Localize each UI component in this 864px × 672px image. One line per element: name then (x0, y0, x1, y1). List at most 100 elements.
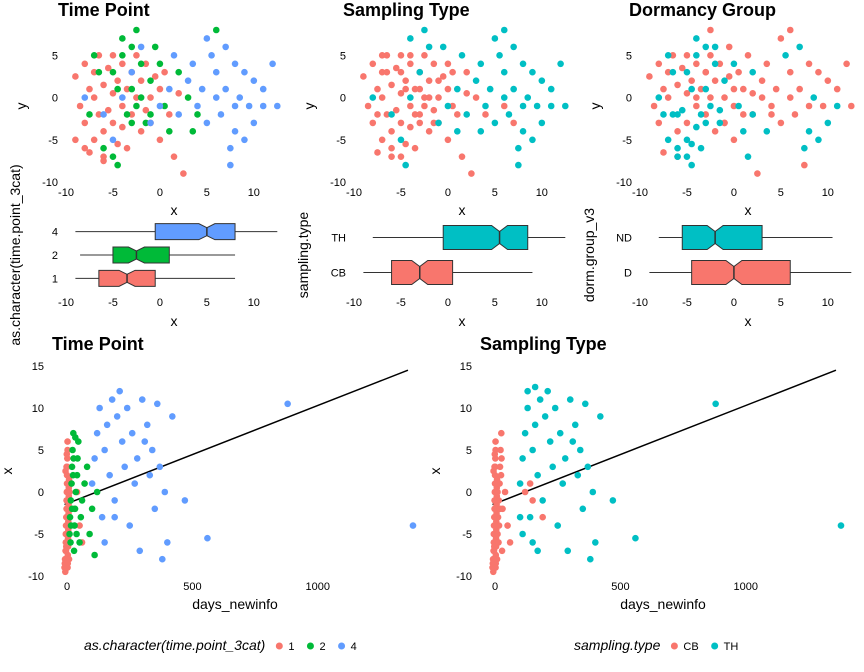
data-point (758, 77, 766, 84)
data-point (430, 60, 438, 68)
data-point (128, 68, 136, 76)
y-tick-label: 10 (32, 403, 44, 415)
box_dorm-panel: D ND -10 -5 0 5 10 x dorm.group_v3 (581, 208, 852, 329)
box-body (691, 260, 791, 285)
x-tick-label: -10 (632, 187, 648, 199)
data-point (113, 413, 121, 420)
data-point (538, 77, 546, 84)
data-point (492, 564, 499, 571)
y-axis-label: x (427, 468, 443, 475)
data-point (579, 505, 587, 513)
data-point (147, 94, 154, 101)
data-point (421, 102, 428, 110)
data-point (730, 102, 738, 110)
data-point (76, 539, 83, 546)
data-point (70, 455, 77, 462)
data-point (592, 539, 599, 546)
data-point (63, 450, 71, 458)
data-point (383, 68, 391, 76)
data-point (169, 413, 176, 420)
box-category-label: CB (331, 268, 346, 280)
data-point (458, 52, 466, 59)
x-tick-label: 0 (64, 581, 70, 593)
data-point (494, 530, 501, 538)
data-point (425, 43, 433, 51)
data-point (166, 111, 173, 118)
data-point (374, 149, 381, 156)
y-axis-label: y (587, 103, 603, 110)
data-point (96, 404, 103, 412)
data-point (482, 102, 489, 110)
data-point (369, 60, 377, 68)
data-point (496, 480, 503, 487)
y-tick-label: 15 (460, 361, 472, 373)
data-point (194, 111, 201, 118)
chart-title: Sampling Type (343, 0, 470, 20)
data-point (95, 68, 103, 76)
data-point (693, 123, 700, 131)
data-point (632, 534, 639, 542)
box-body (112, 246, 170, 264)
data-point (119, 102, 126, 110)
data-point (378, 136, 386, 144)
data-point (402, 140, 409, 148)
x-tick-label: -10 (346, 187, 362, 199)
data-point (740, 85, 747, 93)
data-point (721, 77, 728, 84)
data-point (664, 136, 672, 144)
x-tick-label: 5 (778, 297, 784, 309)
y-tick-label: 5 (626, 50, 632, 62)
data-point (458, 153, 466, 160)
data-point (136, 547, 144, 555)
y-tick-label: 10 (460, 403, 472, 415)
data-point (369, 119, 377, 127)
data-point (66, 513, 74, 521)
data-point (250, 77, 258, 84)
data-point (164, 539, 171, 546)
legend-title: as.character(time.point_3cat) (84, 637, 265, 653)
legend-label: 1 (288, 641, 294, 653)
data-point (407, 102, 414, 110)
data-point (86, 85, 93, 93)
data-point (416, 68, 424, 76)
data-point (374, 111, 381, 118)
y-tick-label: -10 (28, 571, 44, 583)
data-point (388, 153, 395, 160)
data-point (119, 52, 126, 59)
data-point (697, 111, 705, 118)
data-point (716, 60, 724, 68)
data-point (241, 136, 248, 144)
x-tick-label: 5 (492, 297, 498, 309)
data-point (472, 94, 480, 101)
data-point (534, 547, 541, 555)
x-tick-label: 0 (157, 297, 163, 309)
line_samp-panel: Sampling Type 0 500 1000 -10 -5 0 5 10 15 days_new… (427, 334, 845, 612)
legend_time: as.character(time.point_3cat) 1 2 4 (84, 637, 357, 653)
y-axis-label: as.character(time.point_3cat) (7, 164, 23, 345)
data-point (231, 128, 239, 135)
data-point (100, 81, 107, 89)
data-point (72, 434, 79, 441)
data-point (119, 60, 126, 68)
data-point (655, 94, 663, 101)
data-point (245, 102, 253, 110)
data-point (63, 463, 70, 471)
data-point (151, 73, 159, 80)
data-point (510, 119, 517, 127)
regression-line (492, 369, 837, 506)
data-point (721, 119, 728, 127)
data-point (109, 68, 117, 76)
data-point (383, 111, 391, 118)
data-point (159, 555, 166, 563)
data-point (801, 161, 808, 169)
data-point (93, 429, 101, 437)
data-point (119, 35, 126, 42)
data-point (768, 102, 775, 110)
data-point (222, 85, 229, 93)
data-point (88, 480, 96, 487)
y-tick-label: -5 (48, 135, 58, 147)
data-point (109, 153, 117, 160)
data-point (109, 52, 117, 59)
data-point (126, 522, 134, 529)
data-point (416, 119, 424, 127)
